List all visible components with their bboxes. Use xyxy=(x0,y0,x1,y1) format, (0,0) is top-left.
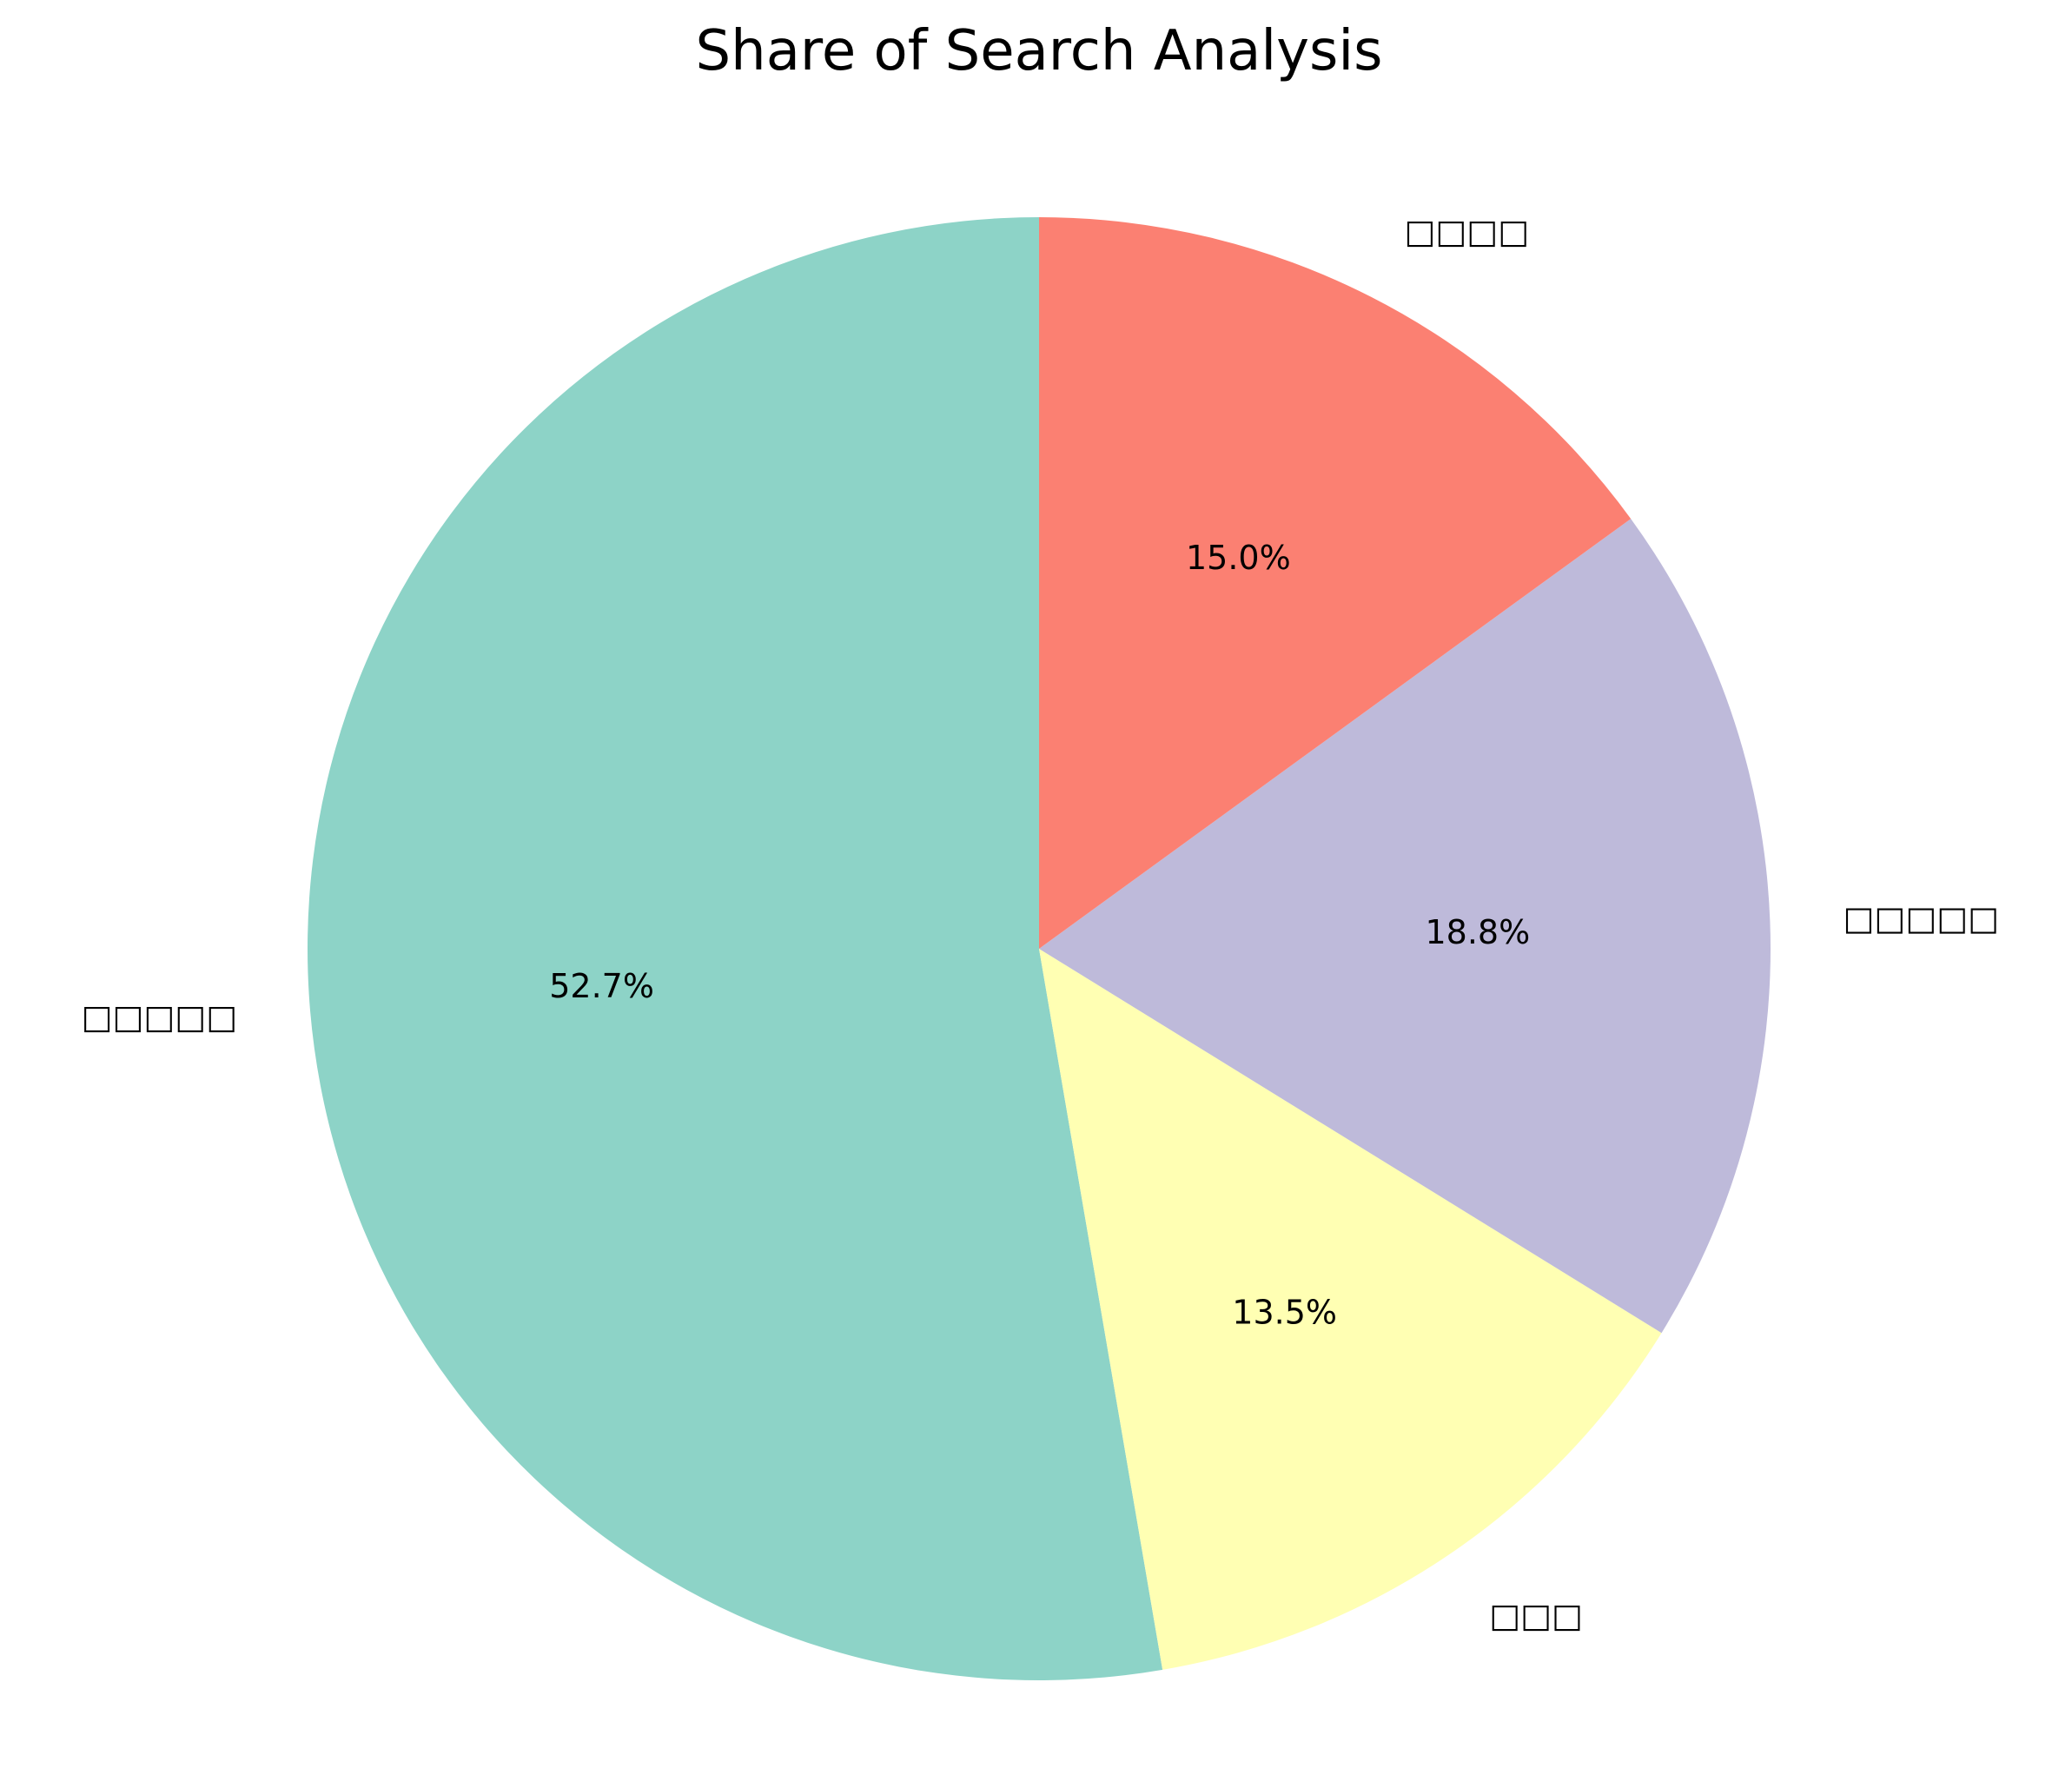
pie-slice-percent-4: 15.0% xyxy=(1186,539,1291,577)
pie-slice-percent-1: 52.7% xyxy=(549,967,654,1005)
pie-slice-3 xyxy=(1039,519,1771,1334)
pie-labels: 52.7% □□□□□ 13.5% □□□ 18.8% □□□□□ 15.0% □□□□ xyxy=(82,213,1999,1635)
pie-slice-label-3: □□□□□ xyxy=(1844,899,2000,937)
chart-title: Share of Search Analysis xyxy=(696,19,1383,83)
pie-slice-4 xyxy=(1039,217,1632,949)
pie-slice-label-4: □□□□ xyxy=(1404,213,1529,251)
pie-slice-label-2: □□□ xyxy=(1489,1597,1583,1635)
pie-slice-label-1: □□□□□ xyxy=(82,997,238,1036)
pie-slice-percent-2: 13.5% xyxy=(1232,1294,1337,1332)
pie-slices xyxy=(308,217,1771,1680)
pie-slice-percent-3: 18.8% xyxy=(1425,913,1530,951)
pie-slice-1 xyxy=(308,217,1163,1680)
pie-slice-2 xyxy=(1039,949,1662,1670)
